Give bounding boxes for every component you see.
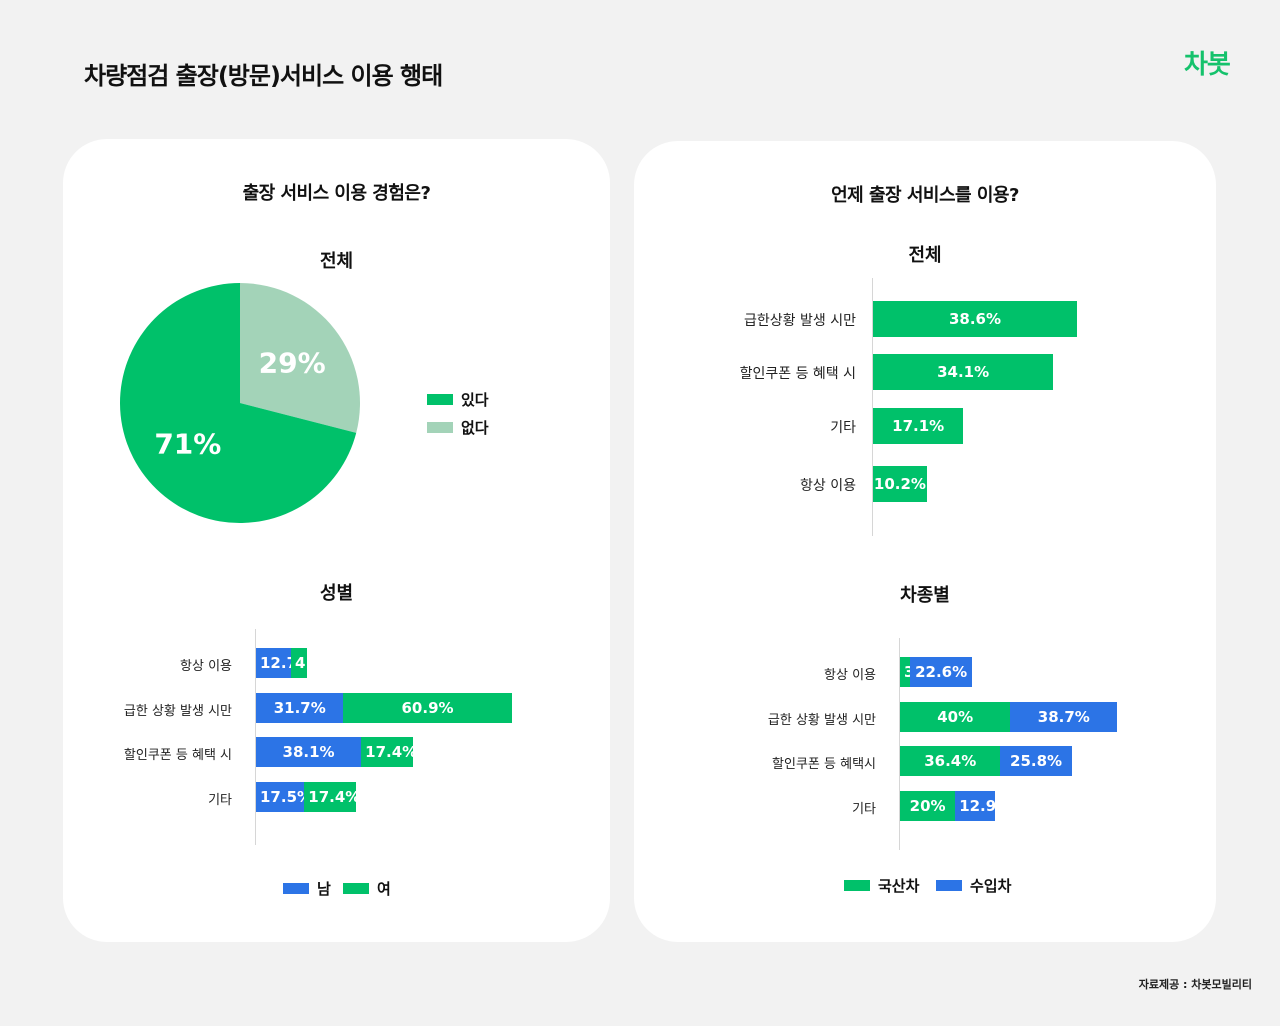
- chart-axis: [255, 629, 256, 845]
- pie-chart-title: 전체: [319, 251, 354, 272]
- category-label: 기타: [830, 420, 856, 436]
- bar-segment: 17.4%: [361, 737, 417, 768]
- legend-label: 남: [317, 880, 331, 898]
- pie-label-없다: 29%: [259, 347, 326, 380]
- category-label: 급한상황 발생 시만: [744, 313, 856, 329]
- category-label: 항상 이용: [180, 659, 232, 674]
- legend-label: 있다: [461, 391, 489, 409]
- legend-swatch: [427, 394, 453, 405]
- cartype-chart-title: 차종별: [900, 585, 950, 606]
- chart-axis: [899, 638, 900, 850]
- gender-legend-item: 남: [283, 878, 331, 899]
- legend-label: 없다: [461, 419, 489, 437]
- category-label: 기타: [208, 793, 232, 809]
- category-label: 급한 상황 발생 시만: [123, 703, 232, 719]
- pie-slice-있다: [120, 283, 357, 523]
- category-label: 항상 이용: [800, 478, 856, 494]
- category-label: 할인쿠폰 등 혜택시: [772, 757, 876, 772]
- bar-segment: 25.8%: [1000, 746, 1072, 776]
- bar-segment: 60.9%: [343, 692, 512, 723]
- pie-label-있다: 71%: [154, 427, 221, 460]
- pie-chart: 29% 71%: [120, 283, 360, 523]
- legend-swatch: [283, 883, 309, 894]
- page-title: 차량점검 출장(방문)서비스 이용 행태: [84, 62, 443, 90]
- pie-legend-item: 없다: [427, 417, 489, 438]
- bar-segment: 12.7%: [256, 648, 312, 678]
- legend-swatch: [844, 880, 870, 891]
- bar-segment: 20%: [900, 790, 956, 821]
- cartype-legend-item: 수입차: [936, 875, 1011, 896]
- cartype-legend-item: 국산차: [844, 875, 919, 896]
- bar-segment: 17.4%: [304, 782, 360, 813]
- chart-axis: [872, 278, 873, 536]
- bar-segment: 4.3%: [291, 648, 337, 678]
- pie-slice-없다: [240, 283, 360, 433]
- legend-label: 여: [377, 880, 391, 898]
- left-question-title: 출장 서비스 이용 경험은?: [242, 183, 431, 204]
- bar-segment: 22.6%: [909, 657, 973, 687]
- bar-segment: 36.4%: [900, 746, 1001, 776]
- category-label: 할인쿠폰 등 혜택 시: [739, 366, 856, 382]
- bar: 10.2%: [873, 466, 927, 502]
- legend-label: 수입차: [970, 877, 1012, 895]
- category-label: 급한 상황 발생 시만: [767, 712, 876, 728]
- bar-segment: 17.5%: [256, 782, 312, 813]
- overall-chart-title: 전체: [908, 245, 942, 266]
- category-label: 기타: [852, 801, 876, 817]
- bar-segment: 31.7%: [256, 692, 344, 723]
- bar: 38.6%: [873, 301, 1077, 337]
- bar-segment: 40%: [900, 701, 1011, 732]
- legend-swatch: [343, 883, 369, 894]
- right-question-title: 언제 출장 서비스를 이용?: [831, 185, 1019, 206]
- bar: 17.1%: [873, 408, 964, 444]
- bar-segment: 38.1%: [256, 737, 362, 768]
- bar-segment: 12.9%: [955, 790, 1011, 821]
- bar-segment: 38.7%: [1010, 701, 1118, 732]
- category-label: 항상 이용: [824, 668, 876, 683]
- bar: 34.1%: [873, 354, 1054, 390]
- category-label: 할인쿠폰 등 혜택 시: [123, 748, 232, 764]
- pie-legend-item: 있다: [427, 389, 489, 410]
- legend-swatch: [427, 422, 453, 433]
- legend-label: 국산차: [878, 877, 920, 895]
- legend-swatch: [936, 880, 962, 891]
- brand-logo: 차봇: [1184, 50, 1231, 80]
- right-panel: 언제 출장 서비스를 이용? 전체 급한상황 발생 시만 38.6% 할인쿠폰 등 …: [634, 141, 1216, 942]
- gender-legend-item: 여: [343, 878, 391, 899]
- gender-chart-title: 성별: [319, 583, 354, 604]
- source-note: 자료제공 : 차봇모빌리티: [1138, 978, 1252, 991]
